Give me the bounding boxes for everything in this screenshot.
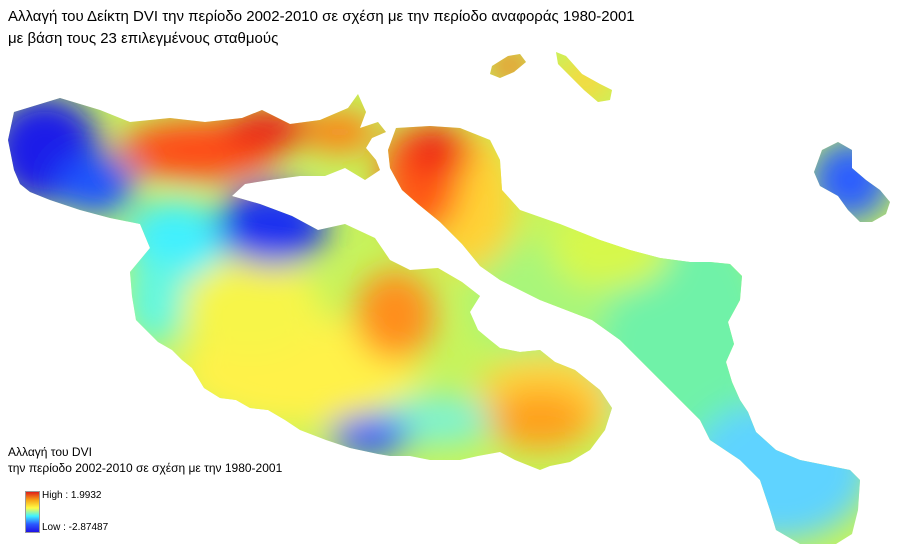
map-title-line2: με βάση τους 23 επιλεγμένους σταθμούς [8, 30, 279, 47]
legend-title: Αλλαγή του DVI [8, 445, 92, 459]
map-title: Αλλαγή του Δείκτη DVI την περίοδο 2002-2… [8, 6, 635, 50]
legend-color-ramp [25, 491, 40, 533]
legend-high-label: High : 1.9932 [42, 490, 102, 501]
legend: Αλλαγή του DVI την περίοδο 2002-2010 σε … [8, 444, 283, 533]
legend-subtitle: την περίοδο 2002-2010 σε σχέση με την 19… [8, 461, 283, 475]
map-title-line1: Αλλαγή του Δείκτη DVI την περίοδο 2002-2… [8, 8, 635, 25]
legend-low-label: Low : -2.87487 [42, 522, 109, 533]
